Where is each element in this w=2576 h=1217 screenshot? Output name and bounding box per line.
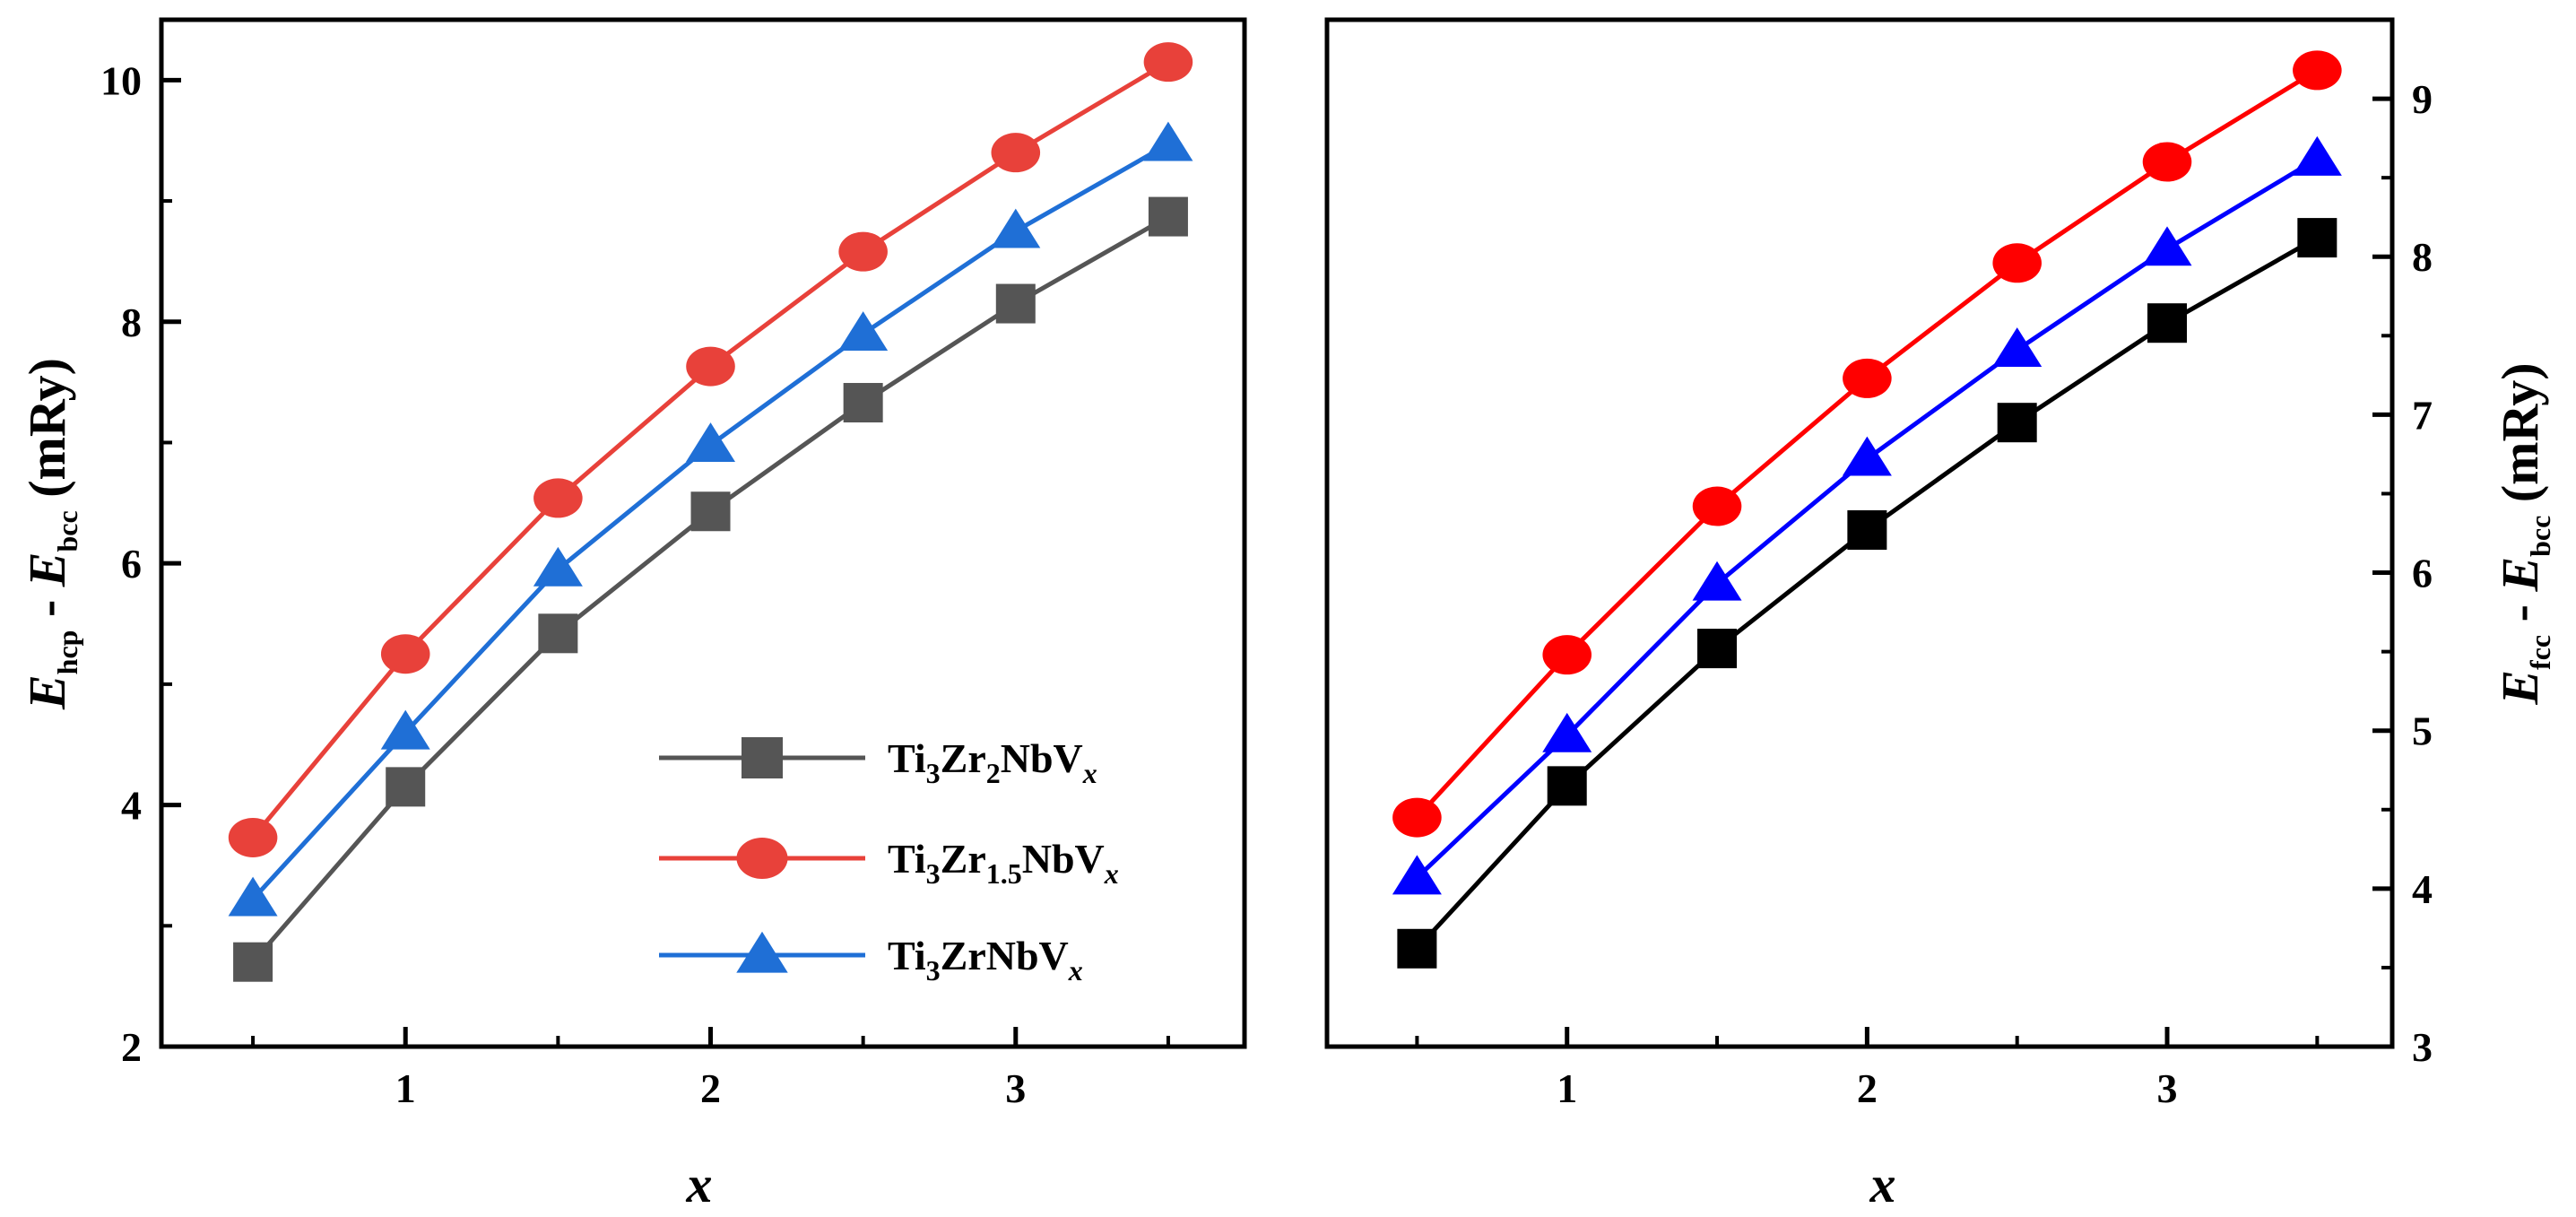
data-point-zr15 bbox=[1542, 635, 1592, 675]
data-point-zr1 bbox=[1992, 327, 2043, 367]
legend-item-zr1: Ti3ZrNbVx bbox=[659, 931, 1083, 987]
data-point-zr2 bbox=[233, 942, 273, 982]
y-tick-label: 6 bbox=[121, 541, 142, 587]
data-point-zr15 bbox=[2142, 142, 2192, 182]
legend-item-zr2: Ti3Zr2NbVx bbox=[659, 735, 1097, 789]
series-zr2 bbox=[1397, 218, 2337, 969]
legend: Ti3Zr2NbVx Ti3Zr1.5NbVx Ti3ZrNbVx bbox=[659, 735, 1119, 987]
series-zr15 bbox=[1392, 50, 2342, 838]
x-tick-label: 3 bbox=[2157, 1065, 2178, 1111]
data-point-zr15 bbox=[1992, 243, 2042, 283]
data-point-zr2 bbox=[2147, 303, 2188, 343]
legend-label: Ti3ZrNbVx bbox=[888, 933, 1083, 987]
x-tick-label: 2 bbox=[1857, 1065, 1878, 1111]
data-point-zr15 bbox=[1692, 486, 1742, 526]
data-point-zr2 bbox=[690, 491, 731, 532]
y-tick-label: 8 bbox=[2412, 234, 2433, 280]
axes-right: 1 2 3 3 4 5 6 7 8 9 bbox=[1415, 76, 2433, 1111]
y-tick-label: 4 bbox=[2412, 866, 2433, 912]
data-point-zr1 bbox=[838, 311, 889, 352]
data-point-zr2 bbox=[538, 613, 578, 654]
series-line-zr2 bbox=[1415, 235, 2319, 951]
panel-hcp-bcc: 1 2 3 2 4 6 8 10 x Ehcp - Ebcc (mRy) Ti3Zr2NbVx… bbox=[18, 17, 1247, 1213]
y-axis-label-left: Ehcp - Ebcc (mRy) bbox=[18, 358, 83, 710]
data-point-zr15 bbox=[686, 346, 735, 387]
data-point-zr2 bbox=[1697, 629, 1738, 669]
data-point-zr2 bbox=[1997, 403, 2037, 443]
data-point-zr1 bbox=[2142, 226, 2192, 266]
data-point-zr2 bbox=[995, 283, 1036, 324]
legend-label: Ti3Zr2NbVx bbox=[888, 735, 1097, 789]
legend-marker-circle bbox=[736, 838, 788, 879]
x-tick-label: 3 bbox=[1005, 1065, 1026, 1111]
plot-frame-left bbox=[159, 17, 1247, 1049]
data-point-zr15 bbox=[380, 634, 430, 674]
y-tick-label: 8 bbox=[121, 300, 142, 345]
data-point-zr1 bbox=[1143, 121, 1193, 161]
y-tick-label: 4 bbox=[121, 783, 142, 829]
y-tick-label: 7 bbox=[2412, 392, 2433, 438]
axes-left: 1 2 3 2 4 6 8 10 bbox=[100, 57, 1170, 1111]
series-right bbox=[1392, 50, 2342, 969]
data-point-zr15 bbox=[1143, 42, 1193, 83]
series-zr2 bbox=[233, 196, 1188, 982]
series-zr1 bbox=[1392, 135, 2342, 895]
y-tick-label: 6 bbox=[2412, 551, 2433, 596]
data-point-zr2 bbox=[1148, 196, 1188, 237]
legend-marker-triangle bbox=[736, 931, 788, 973]
y-tick-label: 2 bbox=[121, 1024, 142, 1070]
x-tick-label: 2 bbox=[700, 1065, 721, 1111]
data-point-zr15 bbox=[991, 133, 1041, 173]
data-point-zr1 bbox=[991, 208, 1041, 248]
data-point-zr2 bbox=[843, 383, 883, 423]
data-point-zr15 bbox=[228, 817, 278, 857]
y-tick-label: 10 bbox=[100, 57, 142, 103]
x-axis-label-right: x bbox=[1869, 1155, 1896, 1213]
data-point-zr2 bbox=[1547, 766, 1587, 806]
y-axis-label-right: Efcc - Ebcc (mRy) bbox=[2491, 362, 2556, 705]
x-axis-label-left: x bbox=[686, 1155, 713, 1213]
data-point-zr2 bbox=[2297, 218, 2337, 258]
data-point-zr15 bbox=[838, 231, 888, 272]
series-zr15 bbox=[228, 42, 1193, 857]
data-point-zr1 bbox=[1842, 436, 1892, 476]
data-point-zr2 bbox=[386, 767, 426, 807]
data-point-zr2 bbox=[1397, 928, 1437, 969]
y-tick-label: 9 bbox=[2412, 76, 2433, 122]
plot-frame-right bbox=[1324, 17, 2395, 1049]
data-point-zr15 bbox=[533, 478, 583, 518]
x-tick-label: 1 bbox=[395, 1065, 416, 1111]
data-point-zr2 bbox=[1847, 509, 1887, 550]
data-point-zr15 bbox=[2293, 50, 2342, 91]
y-tick-label: 5 bbox=[2412, 708, 2433, 754]
y-tick-label: 3 bbox=[2412, 1024, 2433, 1070]
data-point-zr1 bbox=[1542, 712, 1592, 752]
legend-item-zr15: Ti3Zr1.5NbVx bbox=[659, 836, 1119, 890]
data-point-zr1 bbox=[380, 709, 430, 750]
legend-label: Ti3Zr1.5NbVx bbox=[888, 836, 1119, 890]
series-left bbox=[228, 42, 1193, 982]
data-point-zr1 bbox=[2292, 135, 2342, 176]
data-point-zr15 bbox=[1843, 358, 1892, 398]
data-point-zr1 bbox=[1692, 561, 1742, 601]
series-zr1 bbox=[228, 121, 1193, 917]
data-point-zr1 bbox=[533, 546, 583, 587]
panel-fcc-bcc: 1 2 3 3 4 5 6 7 8 9 x Efcc - Ebcc (mRy) bbox=[1324, 17, 2556, 1213]
data-point-zr1 bbox=[1392, 855, 1442, 895]
x-tick-label: 1 bbox=[1557, 1065, 1577, 1111]
data-point-zr1 bbox=[686, 422, 736, 462]
data-point-zr1 bbox=[228, 876, 278, 917]
data-point-zr15 bbox=[1392, 797, 1442, 838]
legend-marker-square bbox=[742, 737, 783, 778]
